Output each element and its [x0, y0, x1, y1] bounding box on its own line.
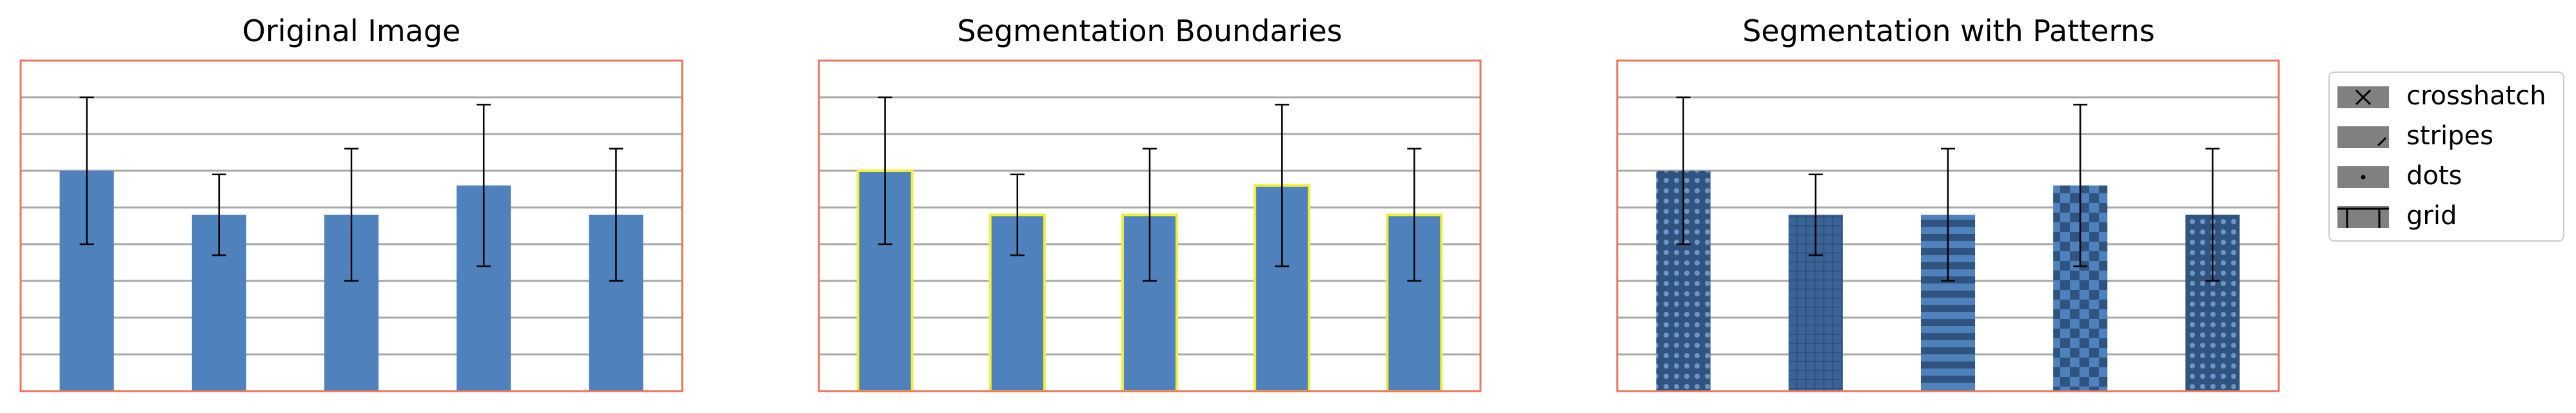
panel-original: Original Image	[19, 14, 683, 392]
error-bar-patterns-5	[2205, 148, 2220, 282]
error-bar-boundaries-1	[878, 96, 892, 245]
plot-frame-patterns	[1616, 59, 2280, 392]
plot-patterns	[1616, 59, 2280, 392]
grid-pattern-icon	[2337, 206, 2389, 228]
error-bar-original-2	[211, 173, 226, 256]
error-bar-boundaries-2	[1010, 173, 1025, 256]
panel-title-original: Original Image	[242, 14, 461, 48]
plot-frame-boundaries	[818, 59, 1482, 392]
error-bar-original-4	[477, 104, 491, 267]
crosshatch-pattern-icon	[2337, 86, 2389, 108]
legend-entry-grid: grid	[2337, 201, 2457, 231]
legend: crosshatch stripes dots	[2328, 72, 2564, 242]
error-bar-original-3	[344, 148, 359, 282]
panel-title-patterns: Segmentation with Patterns	[1742, 14, 2155, 48]
plot-original	[19, 59, 683, 392]
legend-label-grid: grid	[2406, 201, 2457, 231]
legend-label-crosshatch: crosshatch	[2406, 81, 2546, 111]
stripes-pattern-icon	[2337, 126, 2389, 148]
legend-entry-dots: dots	[2337, 161, 2462, 191]
error-bar-patterns-3	[1941, 148, 1955, 282]
error-bar-patterns-1	[1676, 96, 1691, 245]
error-bar-boundaries-5	[1407, 148, 1422, 282]
error-bar-patterns-2	[1808, 173, 1823, 256]
error-bar-boundaries-4	[1275, 104, 1290, 267]
panel-title-boundaries: Segmentation Boundaries	[957, 14, 1342, 48]
plot-frame-original	[19, 59, 683, 392]
legend-label-dots: dots	[2406, 161, 2462, 191]
bar-boundaries-4	[1254, 184, 1311, 392]
legend-label-stripes: stripes	[2406, 121, 2493, 151]
error-bar-original-1	[79, 96, 94, 245]
legend-frame	[2328, 72, 2564, 242]
panel-boundaries: Segmentation Boundaries	[818, 14, 1482, 392]
error-bar-patterns-4	[2073, 104, 2088, 267]
panel-patterns: Segmentation with Patterns	[1616, 14, 2280, 392]
dots-pattern-icon	[2337, 166, 2389, 188]
legend-entry-stripes: stripes	[2337, 121, 2493, 151]
error-bar-original-5	[609, 148, 624, 282]
error-bar-boundaries-3	[1143, 148, 1157, 282]
plot-boundaries	[818, 59, 1482, 392]
legend-entry-crosshatch: crosshatch	[2337, 81, 2546, 111]
